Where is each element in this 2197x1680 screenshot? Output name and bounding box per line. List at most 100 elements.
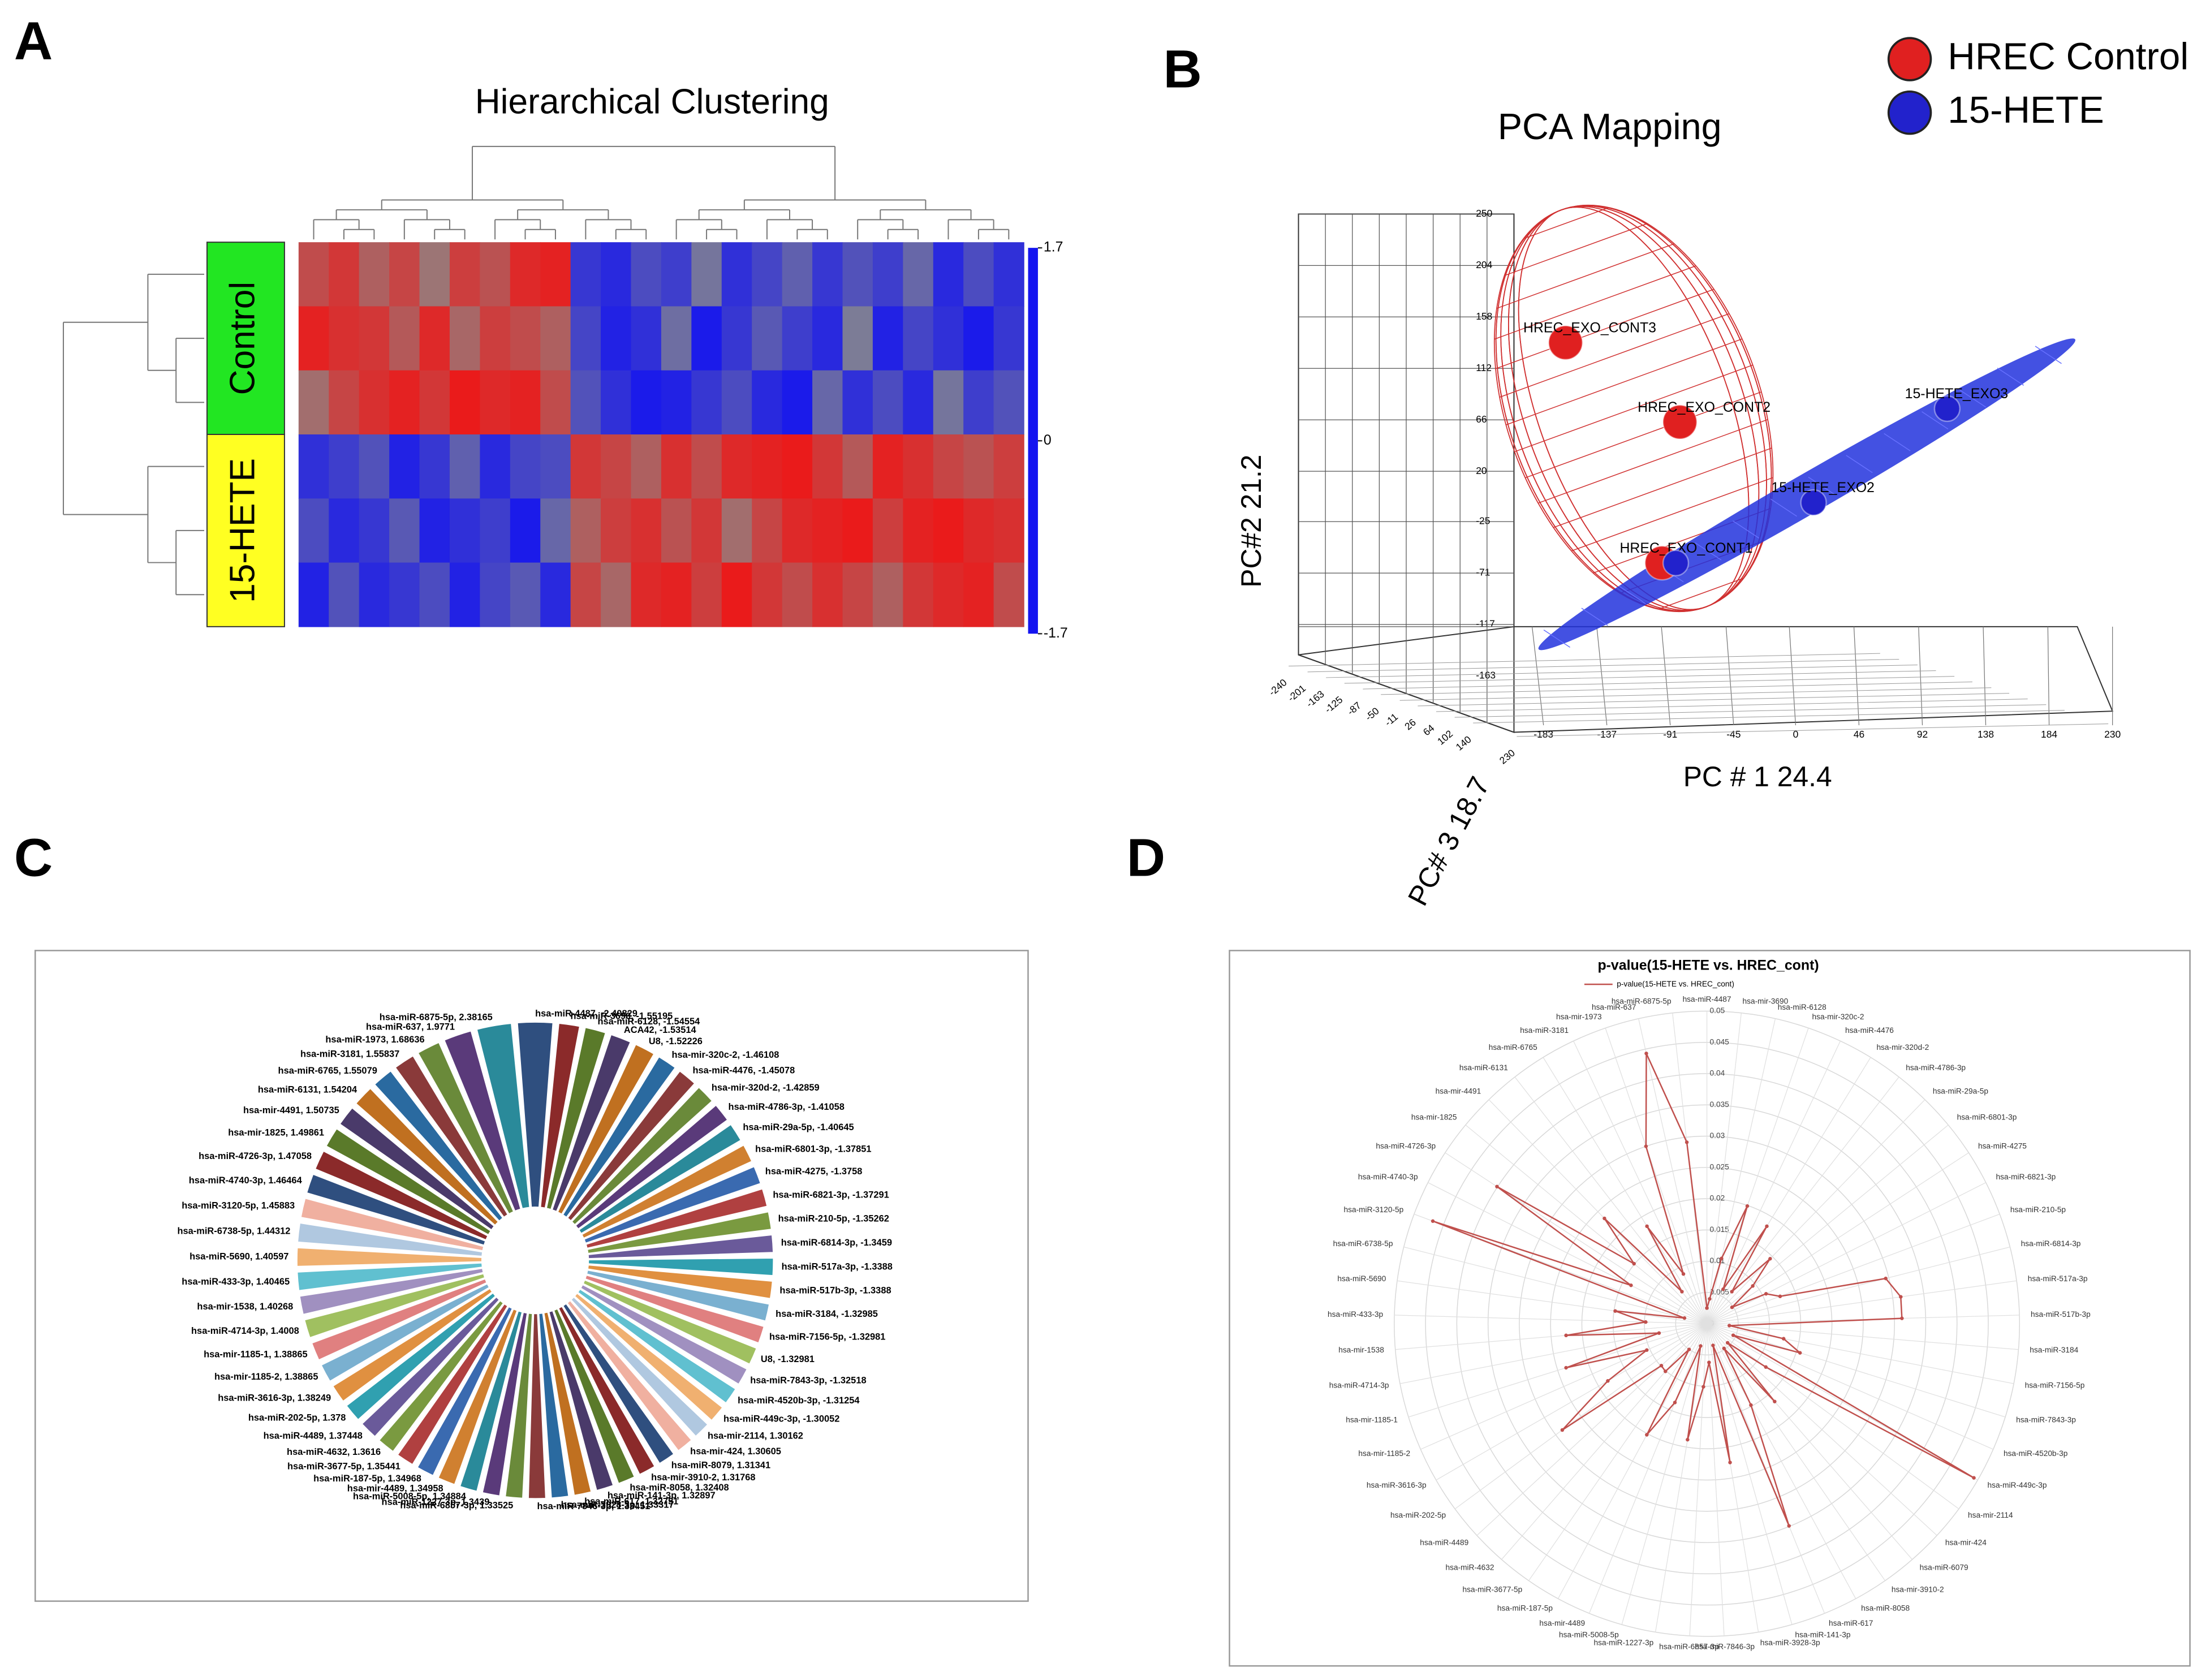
panel-label: D (1127, 828, 1165, 888)
spoke (1707, 1323, 1913, 1560)
y-axis-label: PC#2 21.2 (1235, 455, 1267, 588)
data-point (1662, 549, 1690, 576)
pie-slice (552, 1034, 631, 1212)
category-label: hsa-miR-617 (1829, 1619, 1873, 1627)
category-label: hsa-miR-7846-3p (1695, 1642, 1755, 1651)
x-tick-label: -183 (1533, 729, 1553, 740)
grid-line (1418, 693, 2010, 707)
slice-label: hsa-miR-1227-3p, 1.3439 (382, 1497, 490, 1507)
slice-label: hsa-mir-424, 1.30605 (690, 1446, 781, 1457)
heatmap-cell (812, 562, 843, 627)
row-group-label: 15-HETE (223, 458, 262, 603)
radar-marker (1722, 1346, 1726, 1350)
heatmap-cell (449, 562, 481, 627)
heatmap-cell (842, 434, 873, 499)
spoke (1706, 1323, 1825, 1614)
ellipsoid-wire (1495, 288, 1714, 369)
slice-label: hsa-miR-4786-3p, -1.41058 (729, 1102, 845, 1112)
spoke (1707, 1323, 2014, 1384)
x-tick-label: 0 (1793, 729, 1799, 740)
radar-marker (1564, 1365, 1568, 1370)
spoke (1655, 1324, 1708, 1632)
spoke (1707, 1152, 1969, 1324)
spoke (1408, 1323, 1707, 1418)
pie-slice (304, 1273, 485, 1338)
r-tick-label: 0.015 (1710, 1225, 1730, 1234)
colorbar-label: 0 (1044, 432, 1052, 448)
grid-line (1531, 626, 1544, 726)
pie-slice (585, 1275, 764, 1343)
heatmap-cell (601, 242, 632, 307)
heatmap-cell (480, 434, 511, 499)
grid-line (1363, 676, 1955, 690)
slice-label: hsa-miR-29a-5p, -1.40645 (743, 1122, 854, 1132)
category-label: hsa-miR-4275 (1978, 1142, 2027, 1151)
ellipsoid-wire (1514, 364, 1753, 453)
pie-slice (397, 1303, 508, 1465)
r-tick-label: 0.04 (1710, 1069, 1725, 1078)
pie-slice (588, 1258, 774, 1276)
ellipsoid-wire (1846, 455, 1873, 473)
heatmap-cell (570, 498, 601, 563)
y-tick-label: 66 (1476, 413, 1487, 425)
heatmap-cell (510, 306, 541, 371)
pie-slice (356, 1088, 499, 1226)
grid-line (1473, 710, 2065, 723)
spoke (1707, 1323, 2006, 1418)
heatmap-cell (691, 434, 722, 499)
slice-label: hsa-miR-3928-3p, 1.33317 (561, 1500, 674, 1510)
heatmap-cell (480, 306, 511, 371)
grid-line (1983, 626, 1987, 726)
heatmap-cell (449, 370, 481, 435)
category-label: hsa-miR-4714-3p (1329, 1381, 1389, 1390)
heatmap-cell (510, 370, 541, 435)
pie-slice (584, 1166, 761, 1243)
radar-marker (1560, 1428, 1565, 1432)
pie-slice (553, 1308, 635, 1484)
slice-label: hsa-miR-6814-3p, -1.3459 (781, 1238, 892, 1248)
pie-slice (549, 1310, 614, 1491)
data-point (1800, 489, 1827, 516)
spoke (1706, 1323, 1793, 1625)
slice-label: hsa-miR-617, 1.32751 (584, 1496, 678, 1506)
heatmap-cell (631, 242, 662, 307)
heatmap-cell (449, 242, 481, 307)
heatmap-cell (631, 498, 662, 563)
heatmap-cell (872, 242, 904, 307)
pie-slice (315, 1151, 488, 1240)
category-label: hsa-miR-4487 (1683, 995, 1731, 1003)
radar-marker (1731, 1333, 1735, 1337)
ellipsoid-wire (1499, 313, 1730, 398)
pie-slice (585, 1188, 768, 1248)
heatmap-cell (480, 562, 511, 627)
slice-label: hsa-miR-4520b-3p, -1.31254 (738, 1395, 860, 1406)
category-label: hsa-miR-6875-5p (1612, 997, 1672, 1006)
heatmap-cell (691, 370, 722, 435)
heatmap-cell (812, 306, 843, 371)
slice-label: hsa-miR-6131, 1.54204 (258, 1084, 357, 1095)
slice-label: hsa-miR-8058, 1.32408 (630, 1483, 729, 1493)
category-label: hsa-miR-202-5p (1390, 1511, 1446, 1519)
heatmap-cell (933, 434, 964, 499)
heatmap-cell (329, 434, 360, 499)
category-label: hsa-miR-4489 (1420, 1539, 1468, 1547)
ellipsoid-wire (1997, 367, 2024, 386)
spoke (1557, 1323, 1708, 1599)
grid-line (1307, 658, 1899, 673)
grid-line (2047, 626, 2050, 726)
x-tick-label: 138 (1978, 729, 1994, 740)
pie-slice (417, 1306, 512, 1476)
heatmap-cell (993, 562, 1024, 627)
y-tick-label: 250 (1476, 208, 1492, 219)
grid-line (1381, 681, 1972, 695)
heatmap-cell (752, 498, 783, 563)
ellipsoid-wire (1695, 542, 1722, 561)
heatmap-cell (933, 370, 964, 435)
radar-marker (1699, 1344, 1703, 1348)
pie-slice (587, 1212, 772, 1253)
spoke (1395, 1323, 1707, 1350)
heatmap-cell (298, 498, 329, 563)
point-label: 15-HETE_EXO3 (1905, 386, 2009, 402)
data-point (1662, 404, 1698, 440)
pie-slice (558, 1306, 655, 1475)
